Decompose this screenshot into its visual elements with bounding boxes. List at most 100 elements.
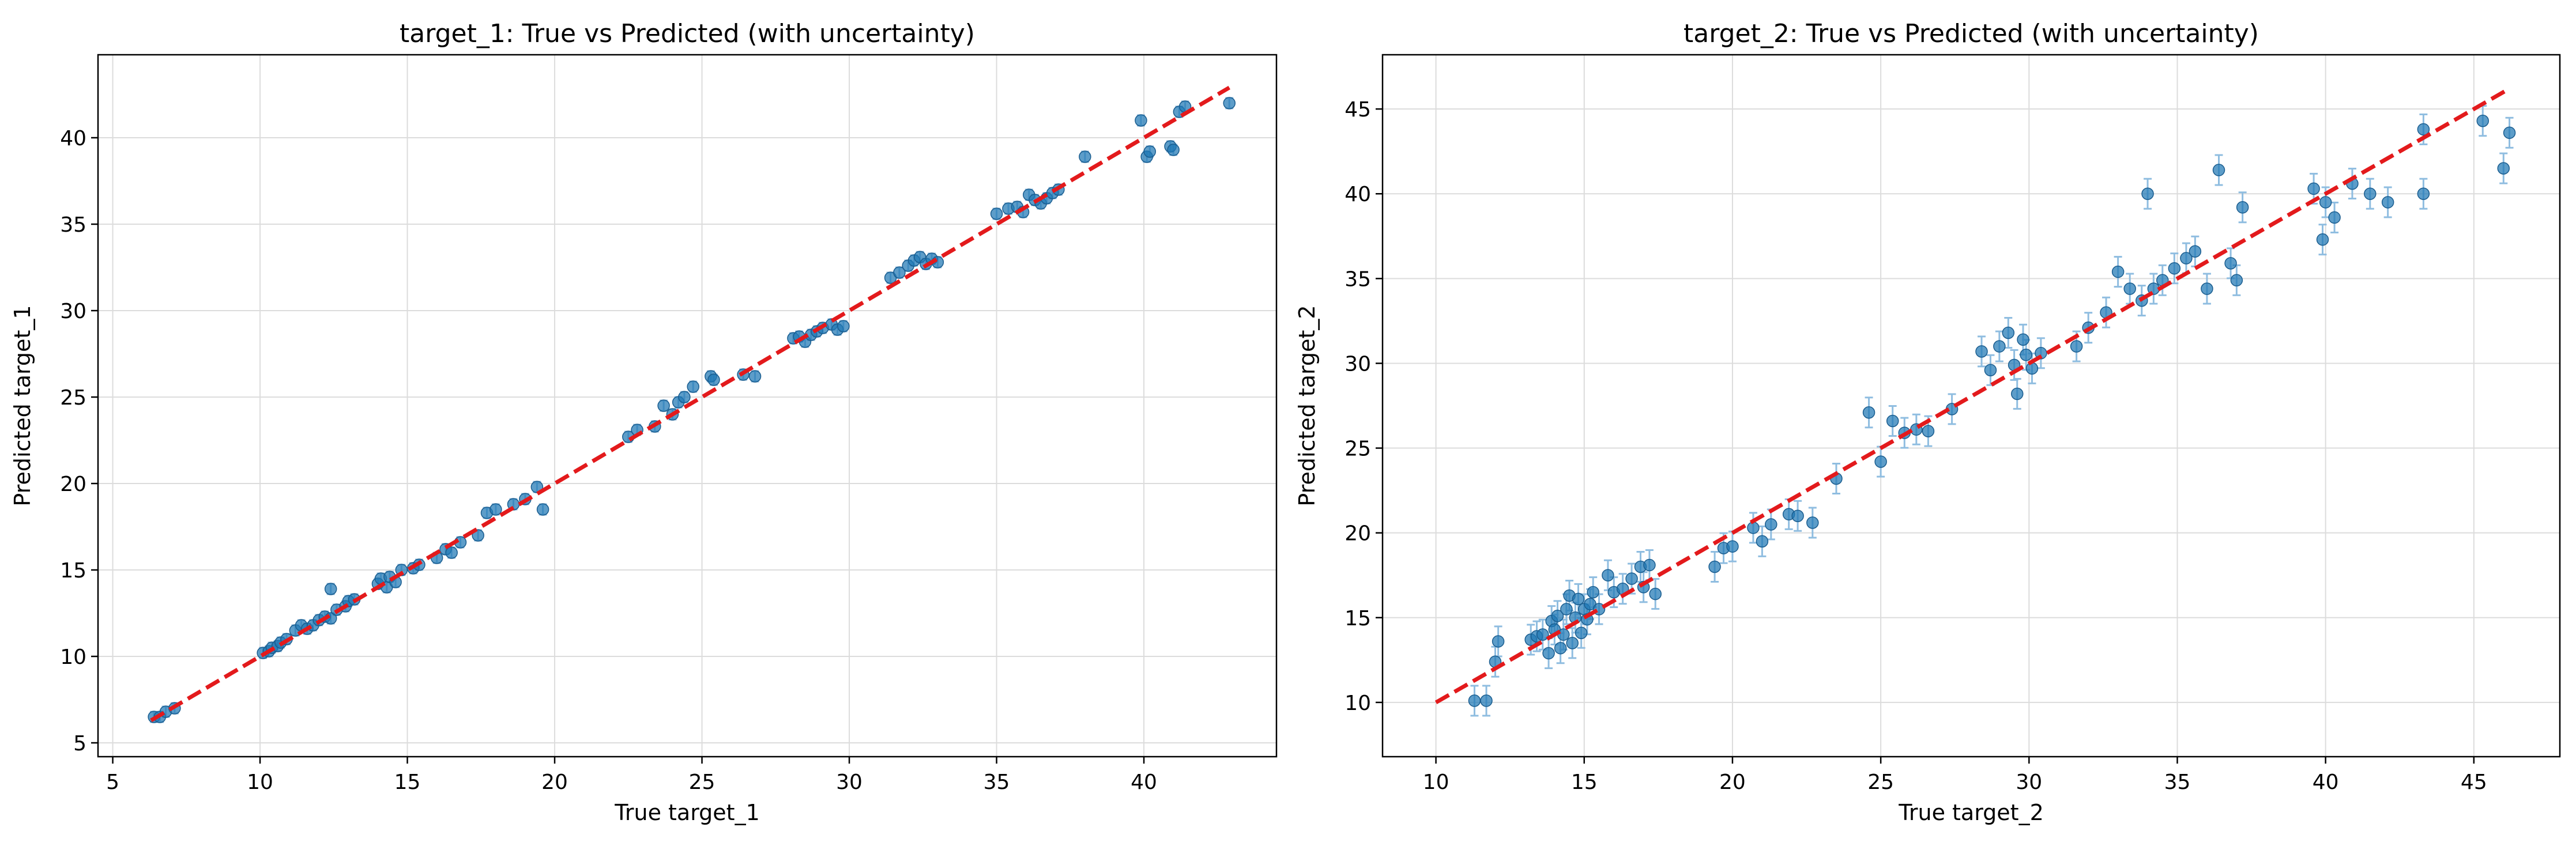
- x-tick-label: 35: [2164, 771, 2191, 794]
- scatter-point: [1560, 603, 1573, 615]
- scatter-point: [2141, 187, 2154, 200]
- grid-lines: [1383, 55, 2560, 757]
- x-tick-label: 20: [1719, 771, 1746, 794]
- scatter-point: [1708, 560, 1721, 573]
- scatter-point: [1625, 572, 1638, 585]
- scatter-point: [1542, 647, 1555, 660]
- scatter-point: [489, 503, 502, 516]
- scatter-point: [2070, 340, 2083, 353]
- scatter-point: [1984, 364, 1997, 376]
- chart-title: target_1: True vs Predicted (with uncert…: [400, 19, 975, 48]
- scatter-point: [1791, 509, 1804, 522]
- scatter-point: [1993, 340, 2006, 353]
- scatter-point: [1886, 414, 1899, 428]
- scatter-point: [1566, 637, 1579, 649]
- chart-target-2: 10 15 20 25 30 35 40 45 10 15 20 25 30 35 40 45 target_…: [1294, 19, 2561, 825]
- scatter-point: [990, 207, 1003, 220]
- chart-target-1: 5 10 15 20 25 30 35 40 5 10 15 20 25 30 35 40 target_1:…: [10, 19, 1278, 825]
- y-tick-label: 35: [60, 213, 86, 237]
- scatter-point: [837, 320, 850, 333]
- scatter-point: [2497, 162, 2510, 175]
- chart-title: target_2: True vs Predicted (with uncert…: [1684, 19, 2259, 48]
- x-tick-label: 25: [689, 771, 715, 794]
- scatter-point: [1747, 522, 1760, 534]
- x-tick-label: 40: [2313, 771, 2339, 794]
- scatter-point: [1079, 150, 1091, 163]
- x-tick-label: 10: [247, 771, 273, 794]
- y-tick-label: 20: [60, 473, 86, 496]
- x-tick-label: 45: [2461, 771, 2487, 794]
- scatter-point: [1223, 97, 1236, 109]
- scatter-point: [2168, 262, 2181, 275]
- scatter-point: [2020, 348, 2032, 361]
- scatter-point: [2417, 123, 2430, 136]
- scatter-point: [678, 391, 691, 403]
- perfect-prediction-line: [150, 85, 1231, 723]
- scatter-point: [1572, 592, 1585, 606]
- scatter-point: [445, 546, 458, 559]
- scatter-point: [2180, 252, 2193, 265]
- scatter-point: [536, 503, 549, 516]
- x-tick-label: 30: [2016, 771, 2042, 794]
- y-axis-label: Predicted target_1: [10, 305, 35, 506]
- y-tick-label: 15: [60, 559, 86, 583]
- x-tick-label: 10: [1423, 771, 1449, 794]
- x-tick-label: 20: [541, 771, 568, 794]
- scatter-point: [1602, 569, 1614, 581]
- y-tick-label: 10: [1345, 692, 1371, 715]
- scatter-point: [1135, 114, 1147, 127]
- x-tick-label: 15: [1571, 771, 1598, 794]
- scatter-point: [2010, 387, 2024, 401]
- y-tick-label: 5: [73, 732, 86, 756]
- scatter-point: [2364, 187, 2377, 200]
- scatter-point: [2189, 245, 2202, 258]
- y-tick-label: 10: [60, 645, 86, 669]
- scatter-point: [1874, 455, 1887, 468]
- scatter-point: [1756, 535, 1769, 548]
- y-tick-label: 45: [1345, 98, 1371, 122]
- scatter-point: [2316, 233, 2329, 246]
- scatter-point: [2123, 282, 2136, 295]
- plot-area-frame: [1381, 54, 2561, 758]
- y-tick-label: 20: [1345, 522, 1371, 546]
- scatter-point: [1554, 641, 1567, 655]
- y-tick-label: 30: [60, 300, 86, 323]
- y-tick-label: 40: [60, 127, 86, 150]
- x-tick-label: 15: [394, 771, 421, 794]
- scatter-point: [2017, 333, 2029, 346]
- scatter-point: [1167, 143, 1180, 156]
- scatter-point: [2111, 265, 2125, 278]
- scatter-point: [1862, 406, 1875, 419]
- x-axis-label: True target_1: [614, 800, 760, 825]
- y-tick-label: 35: [1345, 267, 1371, 291]
- scatter-point: [2328, 211, 2341, 224]
- scatter-point: [1765, 518, 1777, 531]
- scatter-point: [2319, 196, 2332, 209]
- scatter-point: [2503, 126, 2516, 139]
- scatter-point: [893, 266, 906, 279]
- y-tick-label: 15: [1345, 607, 1371, 630]
- scatter-point: [1492, 635, 1505, 648]
- scatter-point: [1643, 558, 1656, 572]
- scatter-point: [707, 373, 720, 386]
- scatter-point: [2381, 196, 2394, 209]
- y-axis-label: Predicted target_2: [1294, 305, 1320, 506]
- scatter-point: [2025, 362, 2039, 375]
- perfect-prediction-line: [1434, 86, 2511, 704]
- scatter-point: [1575, 626, 1588, 639]
- scatter-point: [748, 370, 762, 383]
- scatter-point: [1143, 145, 1157, 158]
- scatter-point: [1468, 694, 1481, 707]
- x-axis-label: True target_2: [1898, 800, 2044, 825]
- scatter-point: [2212, 164, 2225, 176]
- y-tick-label: 30: [1345, 352, 1371, 376]
- tick-labels: 5 10 15 20 25 30 35 40 5 10 15 20 25 30 35 40: [60, 127, 1157, 794]
- x-tick-label: 25: [1867, 771, 1894, 794]
- scatter-point: [1922, 425, 1935, 437]
- scatter-point: [1806, 516, 1819, 529]
- x-tick-label: 30: [836, 771, 863, 794]
- scatter-point: [2230, 274, 2243, 287]
- scatter-point: [1536, 628, 1549, 641]
- scatter-point: [1587, 586, 1599, 599]
